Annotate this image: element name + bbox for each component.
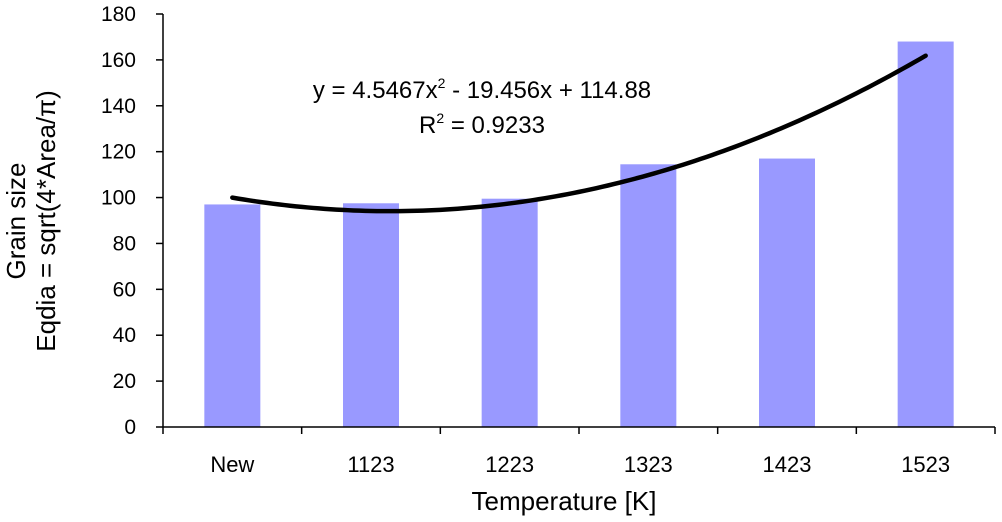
x-category-label: 1223 [485, 452, 534, 477]
y-tick-label: 0 [124, 416, 136, 439]
x-category-label: 1123 [347, 452, 394, 477]
x-categories-group: New 1123 1223 1323 1423 1523 [210, 452, 950, 477]
trendline-r-squared: R2 = 0.9233 [419, 110, 545, 139]
y-axis-title-line2: Eqdia = sqrt(4*Area/π) [31, 90, 61, 351]
bar-1223 [481, 198, 538, 427]
x-category-label: 1323 [624, 452, 673, 477]
y-tick-label: 100 [101, 187, 136, 210]
y-tick-label: 60 [113, 278, 136, 301]
bar-1123 [343, 203, 399, 427]
bar-1323 [620, 164, 677, 427]
bar-1423 [759, 158, 815, 428]
x-category-label: New [210, 452, 254, 477]
y-tick-label: 180 [101, 3, 136, 26]
bar-1523 [897, 41, 954, 428]
bar-New [204, 204, 261, 427]
trendline-equation: y = 4.5467x2 - 19.456x + 114.88 [313, 75, 651, 104]
x-axis-title: Temperature [K] [472, 486, 657, 516]
y-tick-label: 80 [113, 232, 136, 255]
y-ticks-group: 0 20 40 60 80 100 120 140 160 180 [101, 3, 163, 439]
y-axis-title-line1: Grain size [1, 162, 31, 279]
y-tick-label: 120 [101, 141, 136, 164]
y-tick-label: 40 [113, 324, 136, 347]
y-tick-label: 140 [101, 95, 136, 118]
x-category-label: 1523 [901, 452, 950, 477]
y-tick-label: 160 [101, 49, 136, 72]
y-tick-label: 20 [113, 370, 136, 393]
axes-group [162, 14, 996, 434]
bars-group [204, 41, 954, 428]
x-category-label: 1423 [763, 452, 812, 477]
trendline-curve [230, 53, 928, 214]
